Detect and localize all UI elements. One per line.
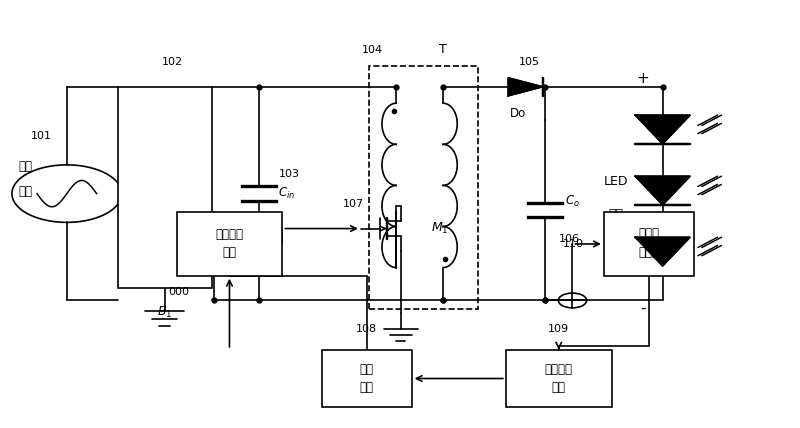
Text: 装置: 装置 bbox=[222, 247, 237, 259]
Text: 109: 109 bbox=[548, 324, 570, 334]
Bar bbox=[604, 212, 694, 276]
Text: Do: Do bbox=[510, 107, 526, 120]
Text: 110: 110 bbox=[563, 239, 584, 249]
Text: 负载: 负载 bbox=[608, 208, 623, 221]
Bar bbox=[506, 350, 612, 407]
Text: 105: 105 bbox=[519, 57, 540, 67]
Text: 106: 106 bbox=[559, 234, 580, 244]
Polygon shape bbox=[635, 176, 690, 205]
Text: 隔离: 隔离 bbox=[360, 381, 374, 394]
Bar bbox=[177, 212, 282, 276]
Text: 108: 108 bbox=[356, 324, 378, 334]
Text: 103: 103 bbox=[278, 169, 299, 179]
Text: LED: LED bbox=[603, 175, 628, 188]
Text: 副边恒流: 副边恒流 bbox=[545, 363, 573, 376]
Text: +: + bbox=[637, 71, 650, 86]
Bar bbox=[369, 66, 478, 309]
Text: 原边控制: 原边控制 bbox=[215, 229, 243, 241]
Text: 控制: 控制 bbox=[552, 381, 566, 394]
Polygon shape bbox=[635, 237, 690, 266]
Text: $B_1$: $B_1$ bbox=[157, 305, 173, 320]
Polygon shape bbox=[635, 115, 690, 144]
Text: 107: 107 bbox=[342, 199, 363, 209]
Polygon shape bbox=[508, 78, 542, 96]
Text: 交流: 交流 bbox=[18, 160, 32, 173]
Text: 104: 104 bbox=[362, 45, 383, 55]
Text: 102: 102 bbox=[162, 57, 183, 67]
Text: 输入: 输入 bbox=[18, 185, 32, 198]
Text: $C_{in}$: $C_{in}$ bbox=[278, 186, 296, 201]
Text: T: T bbox=[439, 43, 447, 56]
Text: 输出电: 输出电 bbox=[638, 227, 659, 240]
Bar bbox=[322, 350, 412, 407]
Text: 光耦: 光耦 bbox=[360, 363, 374, 376]
Text: 流采样: 流采样 bbox=[638, 246, 659, 259]
Text: -: - bbox=[640, 301, 646, 316]
Text: 101: 101 bbox=[31, 131, 52, 141]
Text: $C_o$: $C_o$ bbox=[565, 194, 579, 209]
Text: $M_1$: $M_1$ bbox=[431, 221, 449, 236]
Bar bbox=[118, 87, 212, 288]
Text: 000: 000 bbox=[169, 287, 190, 297]
